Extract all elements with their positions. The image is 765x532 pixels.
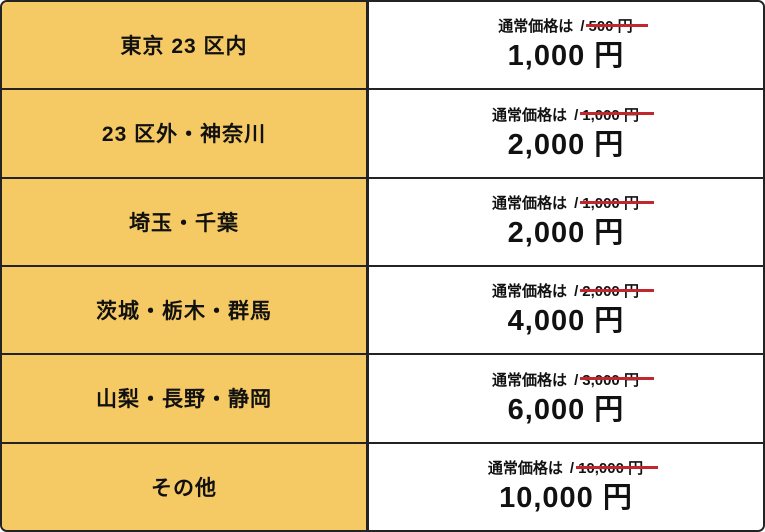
old-price-strikethrough: 500 円: [586, 18, 648, 36]
old-price-strikethrough: 2,000 円: [580, 283, 654, 301]
slash-mark: /: [574, 195, 579, 213]
region-label: その他: [151, 476, 217, 500]
slash-mark: /: [574, 371, 579, 389]
normal-price-prefix: 通常価格は: [492, 106, 568, 124]
table-row: その他 通常価格は / 10,000 円 10,000 円: [2, 441, 763, 530]
normal-price-line: 通常価格は / 2,000 円: [492, 281, 654, 302]
region-label: 茨城・栃木・群馬: [96, 300, 272, 324]
normal-price-line: 通常価格は / 1,000 円: [492, 193, 654, 214]
old-price-strikethrough: 3,000 円: [580, 371, 654, 389]
price-cell: 通常価格は / 3,000 円 6,000 円: [369, 355, 763, 442]
table-row: 埼玉・千葉 通常価格は / 1,000 円 2,000 円: [2, 176, 763, 265]
region-label: 埼玉・千葉: [129, 211, 239, 235]
slash-mark: /: [569, 460, 575, 478]
normal-price-prefix: 通常価格は: [492, 195, 568, 213]
current-price: 2,000 円: [507, 128, 625, 161]
slash-mark: /: [574, 283, 579, 301]
normal-price-prefix: 通常価格は: [492, 283, 568, 301]
normal-price-line: 通常価格は / 1,000 円: [492, 105, 654, 126]
current-price: 6,000 円: [507, 393, 625, 426]
current-price: 2,000 円: [507, 217, 625, 250]
price-cell: 通常価格は / 500 円 1,000 円: [369, 2, 763, 89]
normal-price-line: 通常価格は / 10,000 円: [487, 458, 659, 479]
region-cell: その他: [2, 443, 369, 530]
region-label: 山梨・長野・静岡: [96, 388, 272, 412]
current-price: 1,000 円: [507, 40, 625, 73]
table-row: 茨城・栃木・群馬 通常価格は / 2,000 円 4,000 円: [2, 264, 763, 354]
table-row: 23 区外・神奈川 通常価格は / 1,000 円 2,000 円: [2, 88, 763, 177]
normal-price-line: 通常価格は / 500 円: [498, 16, 648, 37]
slash-mark: /: [574, 106, 579, 124]
region-cell: 東京 23 区内: [2, 2, 369, 89]
price-cell: 通常価格は / 10,000 円 10,000 円: [369, 443, 763, 530]
region-cell: 山梨・長野・静岡: [2, 355, 369, 442]
normal-price-prefix: 通常価格は: [492, 371, 568, 389]
table-row: 東京 23 区内 通常価格は / 500 円 1,000 円: [2, 2, 763, 89]
normal-price-prefix: 通常価格は: [498, 18, 574, 36]
region-label: 東京 23 区内: [120, 35, 248, 59]
table-row: 山梨・長野・静岡 通常価格は / 3,000 円 6,000 円: [2, 353, 763, 442]
slash-mark: /: [580, 18, 585, 36]
old-price-strikethrough: 1,000 円: [580, 195, 654, 213]
normal-price-line: 通常価格は / 3,000 円: [492, 370, 654, 391]
old-price-strikethrough: 10,000 円: [576, 460, 659, 478]
region-cell: 茨城・栃木・群馬: [2, 266, 369, 354]
price-cell: 通常価格は / 1,000 円 2,000 円: [369, 178, 763, 265]
price-cell: 通常価格は / 2,000 円 4,000 円: [369, 266, 763, 354]
region-label: 23 区外・神奈川: [101, 123, 267, 147]
region-cell: 23 区外・神奈川: [2, 90, 369, 177]
region-cell: 埼玉・千葉: [2, 178, 369, 265]
price-cell: 通常価格は / 1,000 円 2,000 円: [369, 90, 763, 177]
current-price: 10,000 円: [499, 482, 633, 515]
current-price: 4,000 円: [507, 305, 625, 338]
old-price-strikethrough: 1,000 円: [580, 106, 654, 124]
normal-price-prefix: 通常価格は: [487, 460, 563, 478]
